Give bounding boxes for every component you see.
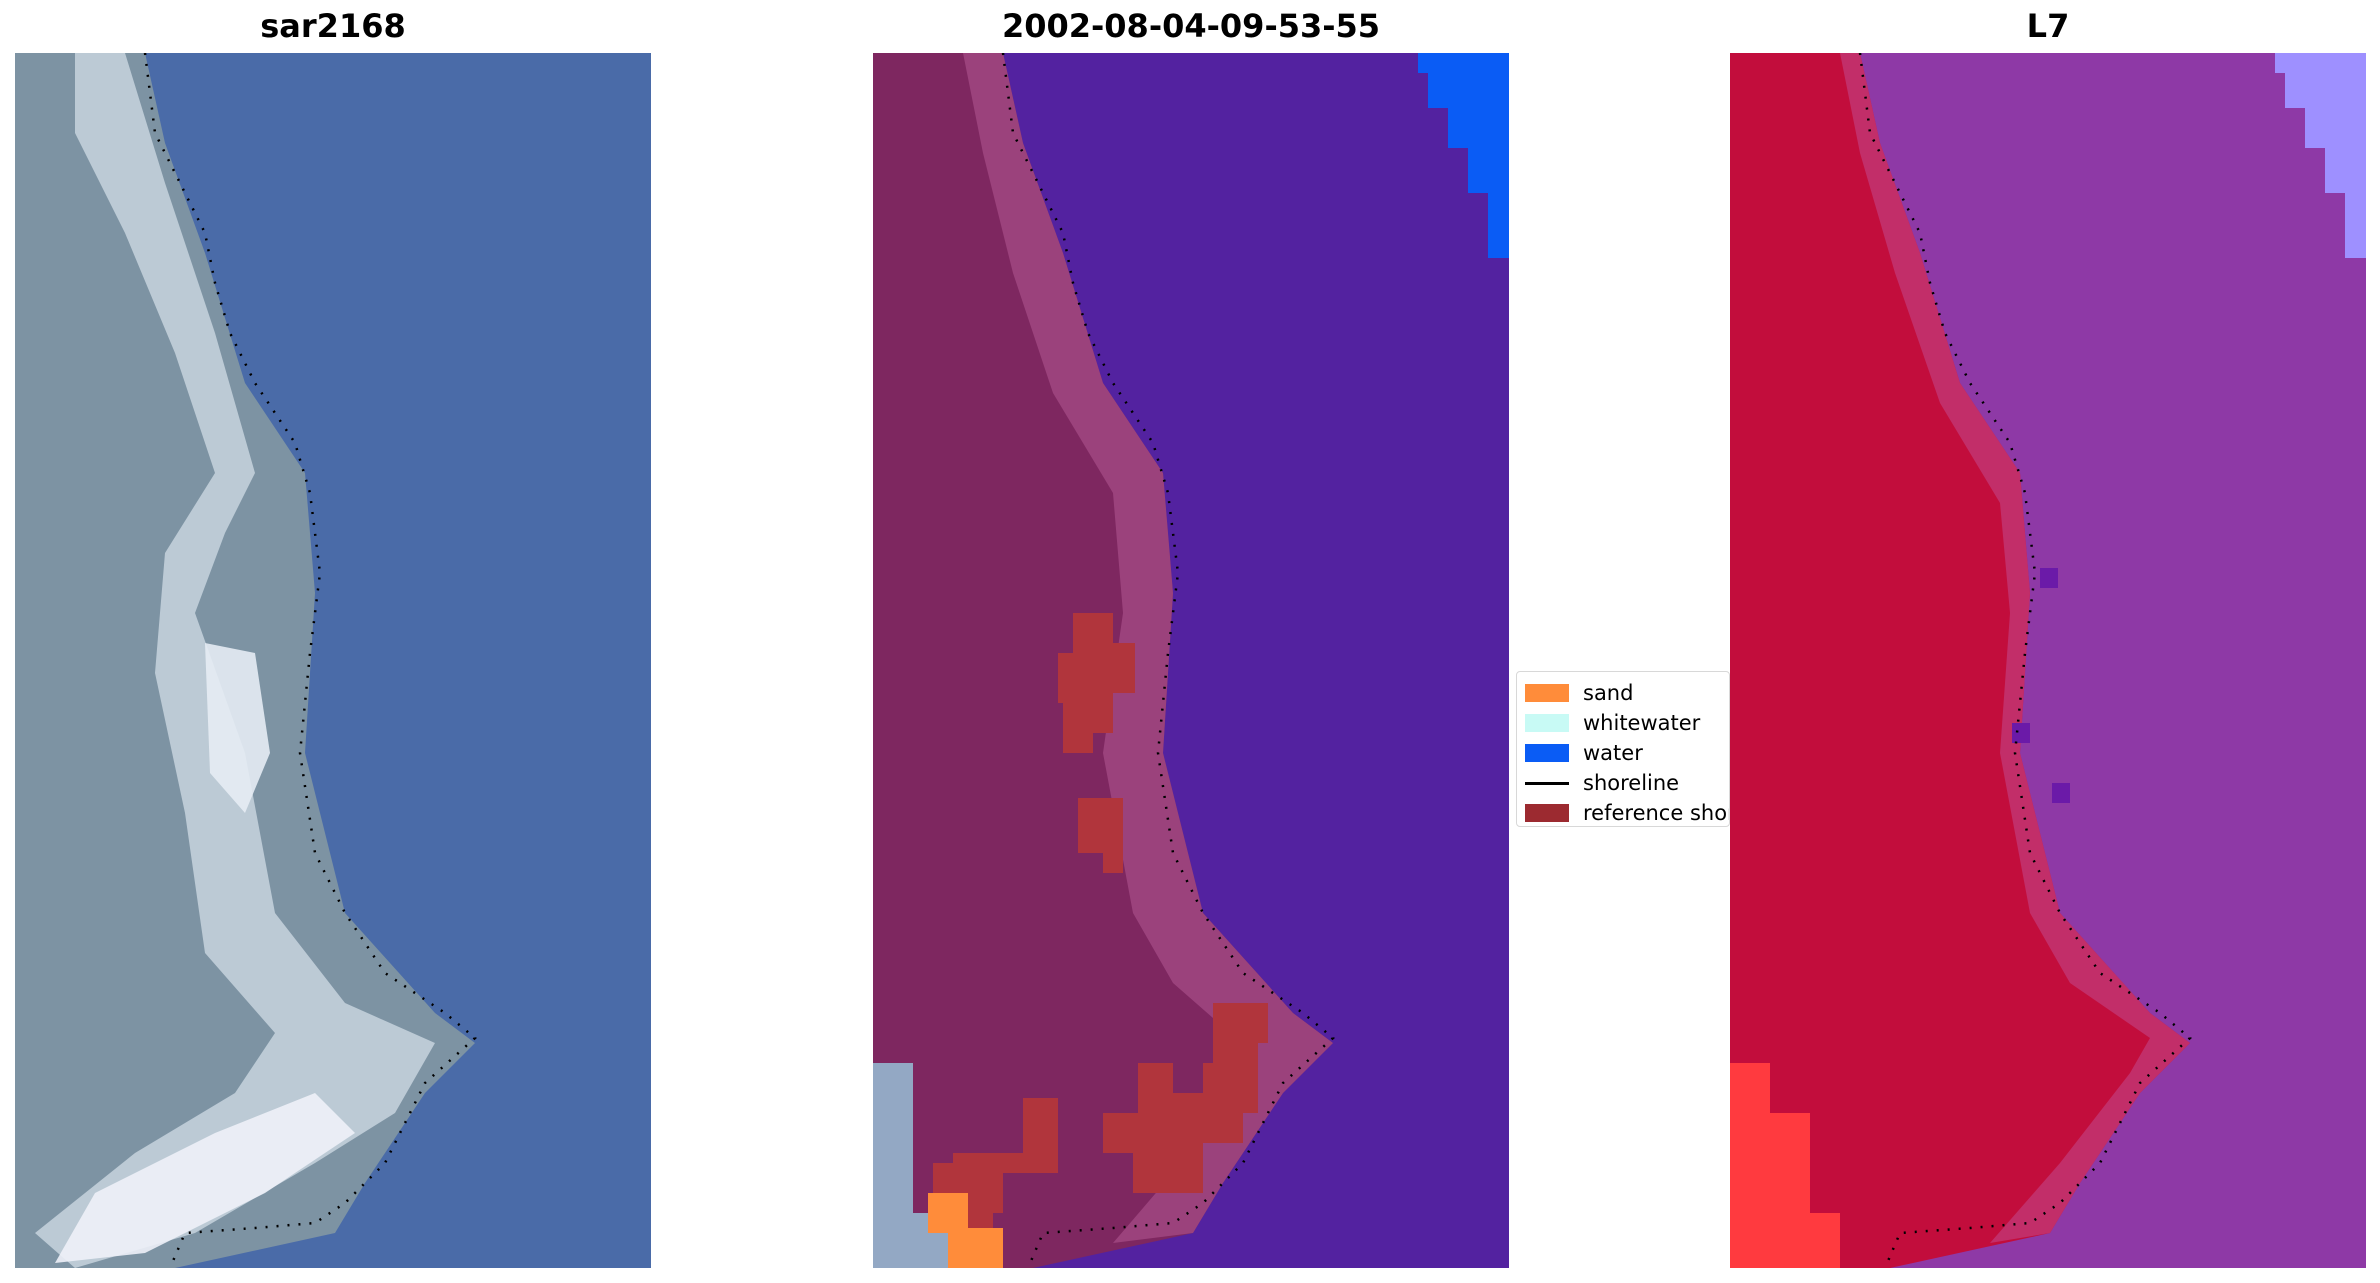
legend-label: sand xyxy=(1583,681,1634,705)
l7-bright-corner xyxy=(1730,1063,1840,1268)
legend-item-reference-shoreline: reference shoreline xyxy=(1525,800,1729,826)
shoreline-swatch xyxy=(1525,781,1569,785)
land-edge-band xyxy=(963,53,1333,1243)
legend-label: whitewater xyxy=(1583,711,1701,735)
legend-label: shoreline xyxy=(1583,771,1680,795)
panel-title-rgb: sar2168 xyxy=(260,7,406,45)
reference-buffer-patches xyxy=(933,613,1268,1233)
l7-image xyxy=(1730,53,2366,1268)
water-class-region xyxy=(1418,53,1509,258)
sand-class-pixels xyxy=(928,1193,1003,1268)
rgb-image-panel xyxy=(15,53,651,1268)
l7-land-edge xyxy=(1840,53,2190,1243)
legend-item-whitewater: whitewater xyxy=(1525,710,1700,736)
legend-item-shoreline: shoreline xyxy=(1525,770,1679,796)
rgb-image xyxy=(15,53,651,1268)
shoreline-trace xyxy=(1001,53,1335,1268)
l7-blue-corner xyxy=(2275,53,2366,258)
legend-label: water xyxy=(1583,741,1643,765)
shoreline-trace xyxy=(143,53,477,1268)
classification-panel xyxy=(873,53,1509,1268)
legend: sand whitewater water shoreline referenc… xyxy=(1516,671,1730,827)
whitewater-patch xyxy=(205,643,270,813)
water-swatch xyxy=(1525,744,1569,762)
legend-item-water: water xyxy=(1525,740,1643,766)
legend-label: reference shoreline xyxy=(1583,801,1729,825)
l7-dark-pixels xyxy=(2012,568,2070,803)
whitewater-swatch xyxy=(1525,714,1569,732)
panel-title-classification: 2002-08-04-09-53-55 xyxy=(1001,7,1381,45)
sand-swatch xyxy=(1525,684,1569,702)
whitewater-patch-2 xyxy=(55,1093,355,1263)
classification-map xyxy=(873,53,1509,1268)
legend-item-sand: sand xyxy=(1525,680,1633,706)
l7-image-panel xyxy=(1730,53,2366,1268)
shoreline-trace xyxy=(1858,53,2192,1268)
reference-shoreline-swatch xyxy=(1525,804,1569,822)
panel-title-l7: L7 xyxy=(2026,7,2070,45)
